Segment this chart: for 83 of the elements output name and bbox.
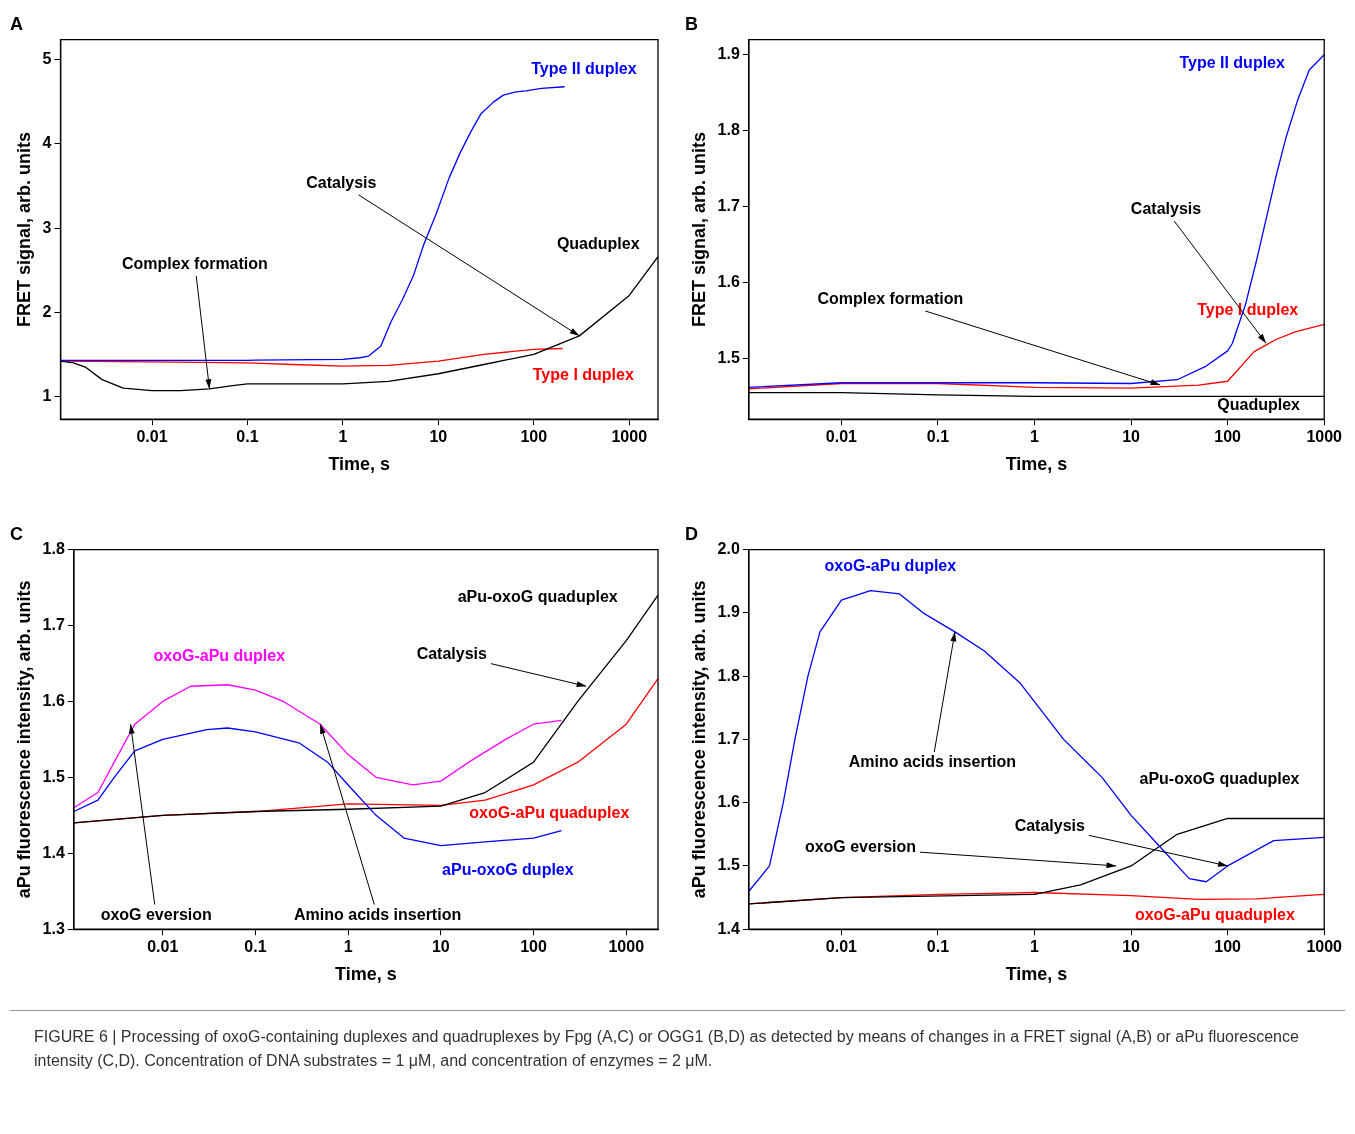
y-tick-label: 1.7 bbox=[717, 729, 740, 747]
annotation: Complex formation bbox=[122, 255, 268, 273]
y-axis-title: FRET signal, arb. units bbox=[688, 131, 709, 327]
chart-title: D bbox=[685, 523, 698, 544]
x-tick-label: 10 bbox=[431, 938, 450, 956]
y-tick-label: 1.6 bbox=[717, 272, 740, 290]
y-tick-label: 1.4 bbox=[717, 919, 740, 937]
y-tick-label: 1 bbox=[42, 386, 52, 404]
x-tick-label: 0.01 bbox=[825, 428, 858, 446]
annotation: Amino acids insertion bbox=[294, 905, 462, 923]
y-tick-label: 4 bbox=[42, 134, 52, 152]
series-label: Quaduplex bbox=[556, 234, 640, 252]
x-tick-label: 1000 bbox=[611, 428, 648, 446]
x-axis-title: Time, s bbox=[335, 964, 397, 985]
x-tick-label: 10 bbox=[1122, 428, 1141, 446]
series-label: Type I duplex bbox=[532, 366, 634, 384]
series-label: Type II duplex bbox=[531, 59, 637, 77]
x-tick-label: 10 bbox=[429, 428, 448, 446]
x-tick-label: 100 bbox=[520, 428, 548, 446]
y-tick-label: 1.5 bbox=[42, 767, 65, 785]
y-axis-title: FRET signal, arb. units bbox=[13, 131, 34, 327]
annotation: Catalysis bbox=[1014, 817, 1085, 835]
annotation: oxoG eversion bbox=[804, 838, 917, 856]
y-tick-label: 1.8 bbox=[42, 540, 65, 558]
x-tick-label: 1000 bbox=[1306, 938, 1343, 956]
y-tick-label: 1.7 bbox=[717, 197, 740, 215]
series-label: Quaduplex bbox=[1217, 396, 1301, 414]
x-tick-label: 1 bbox=[1030, 428, 1040, 446]
caption: FIGURE 6 | Processing of oxoG-containing duplexes and quadruplexes by Fpg (A,C) or OGG1 (B,D) as detected by means of changes in a FRET signal (A,B) or aPu fluorescence intensity (C,D). Concentration of DNA substrates = 1 μM, and concentration of enzymes = 2 μM. bbox=[34, 1027, 1300, 1071]
y-tick-label: 2 bbox=[42, 302, 52, 320]
annotation: oxoG eversion bbox=[100, 905, 212, 923]
series-label: aPu-oxoG quaduplex bbox=[1139, 769, 1300, 787]
x-axis-title: Time, s bbox=[1005, 454, 1068, 475]
y-tick-label: 1.6 bbox=[42, 691, 65, 709]
y-tick-label: 1.9 bbox=[717, 603, 740, 621]
x-tick-label: 1 bbox=[1030, 938, 1040, 956]
annotation: Amino acids insertion bbox=[848, 753, 1016, 771]
annotation: Catalysis bbox=[1130, 200, 1202, 218]
annotation: Catalysis bbox=[416, 644, 488, 662]
x-tick-label: 0.1 bbox=[926, 428, 950, 446]
x-tick-label: 1000 bbox=[1306, 428, 1343, 446]
x-tick-label: 100 bbox=[1214, 938, 1242, 956]
series-label: oxoG-aPu quaduplex bbox=[1134, 906, 1295, 924]
x-tick-label: 0.01 bbox=[825, 938, 858, 956]
series-label: Type I duplex bbox=[1197, 301, 1299, 319]
x-axis-title: Time, s bbox=[328, 454, 391, 475]
y-tick-label: 1.9 bbox=[717, 45, 740, 63]
y-tick-label: 5 bbox=[42, 50, 52, 68]
y-tick-label: 1.8 bbox=[717, 666, 740, 684]
series-label: aPu-oxoG quaduplex bbox=[457, 588, 618, 606]
x-tick-label: 0.01 bbox=[136, 428, 168, 446]
y-tick-label: 2.0 bbox=[717, 540, 740, 558]
series-label: oxoG-aPu duplex bbox=[824, 557, 957, 575]
x-tick-label: 1 bbox=[343, 938, 353, 956]
y-axis-title: aPu fluorescence intensity, arb. units bbox=[13, 580, 34, 899]
chart-title: A bbox=[10, 13, 23, 34]
x-tick-label: 100 bbox=[520, 938, 547, 956]
y-tick-label: 1.5 bbox=[717, 856, 740, 874]
y-tick-label: 1.3 bbox=[42, 919, 65, 937]
chart-title: C bbox=[10, 523, 23, 544]
annotation: Complex formation bbox=[817, 290, 964, 308]
y-tick-label: 1.7 bbox=[42, 615, 65, 633]
x-axis-title: Time, s bbox=[1005, 964, 1068, 985]
x-tick-label: 0.01 bbox=[147, 938, 179, 956]
x-tick-label: 1 bbox=[338, 428, 348, 446]
series-label: oxoG-aPu quaduplex bbox=[469, 803, 630, 821]
x-tick-label: 10 bbox=[1122, 938, 1141, 956]
x-tick-label: 0.1 bbox=[244, 938, 267, 956]
y-tick-label: 1.5 bbox=[717, 348, 740, 366]
series-label: aPu-oxoG duplex bbox=[442, 861, 574, 879]
y-tick-label: 3 bbox=[42, 218, 52, 236]
chart-title: B bbox=[685, 13, 698, 34]
x-tick-label: 0.1 bbox=[926, 938, 950, 956]
series-label: Type II duplex bbox=[1179, 53, 1285, 71]
y-tick-label: 1.4 bbox=[42, 843, 65, 861]
y-tick-label: 1.6 bbox=[717, 793, 740, 811]
y-tick-label: 1.8 bbox=[717, 121, 740, 139]
x-tick-label: 0.1 bbox=[236, 428, 259, 446]
series-label: oxoG-aPu duplex bbox=[153, 646, 286, 664]
y-axis-title: aPu fluorescence intensity, arb. units bbox=[688, 580, 709, 899]
x-tick-label: 1000 bbox=[608, 938, 645, 956]
x-tick-label: 100 bbox=[1214, 428, 1242, 446]
annotation: Catalysis bbox=[306, 174, 377, 192]
